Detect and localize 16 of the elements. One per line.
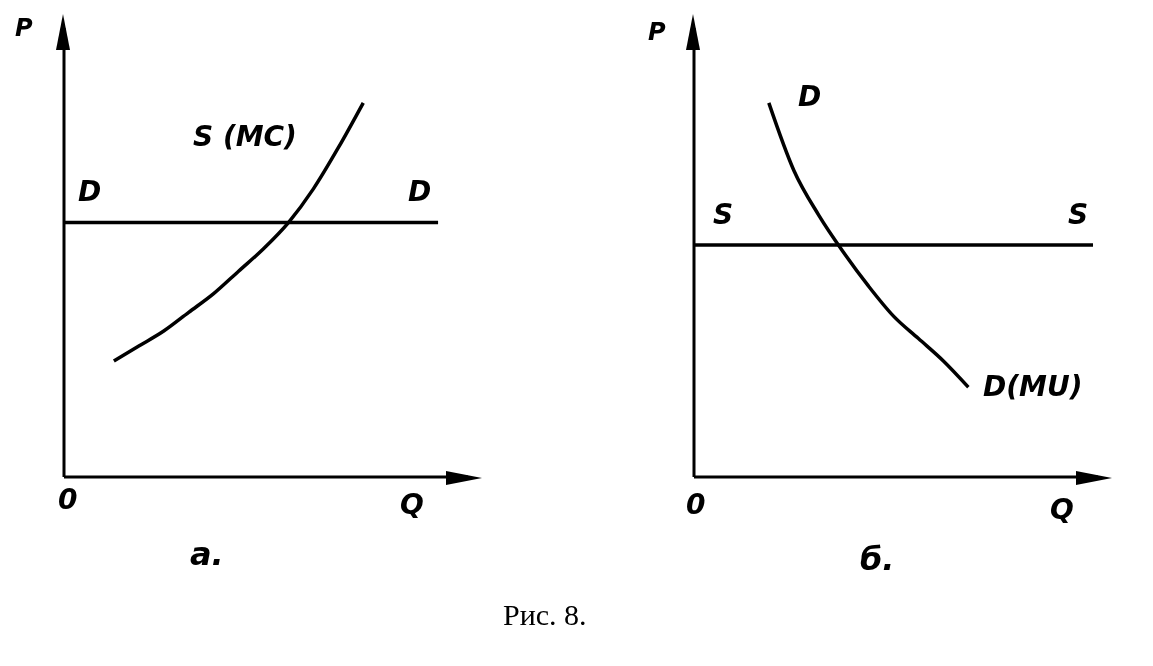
annotation: D <box>798 80 822 113</box>
series-label: S (MC) <box>193 120 297 153</box>
text: а. <box>190 535 224 573</box>
series-label: S <box>713 197 734 231</box>
text: 0 <box>686 488 706 521</box>
y-axis-title: P <box>648 18 666 46</box>
text: Рис. 8. <box>503 598 587 631</box>
series-label: D(MU) <box>983 370 1083 403</box>
text: D <box>408 175 432 208</box>
y-axis-title: P <box>15 14 33 42</box>
x-axis-title: Q <box>400 488 424 521</box>
text: S <box>1068 197 1089 231</box>
text: 0 <box>58 483 78 516</box>
series-label: D <box>78 175 102 208</box>
x-axis-title: Q <box>1050 493 1074 526</box>
text: б. <box>860 540 895 578</box>
